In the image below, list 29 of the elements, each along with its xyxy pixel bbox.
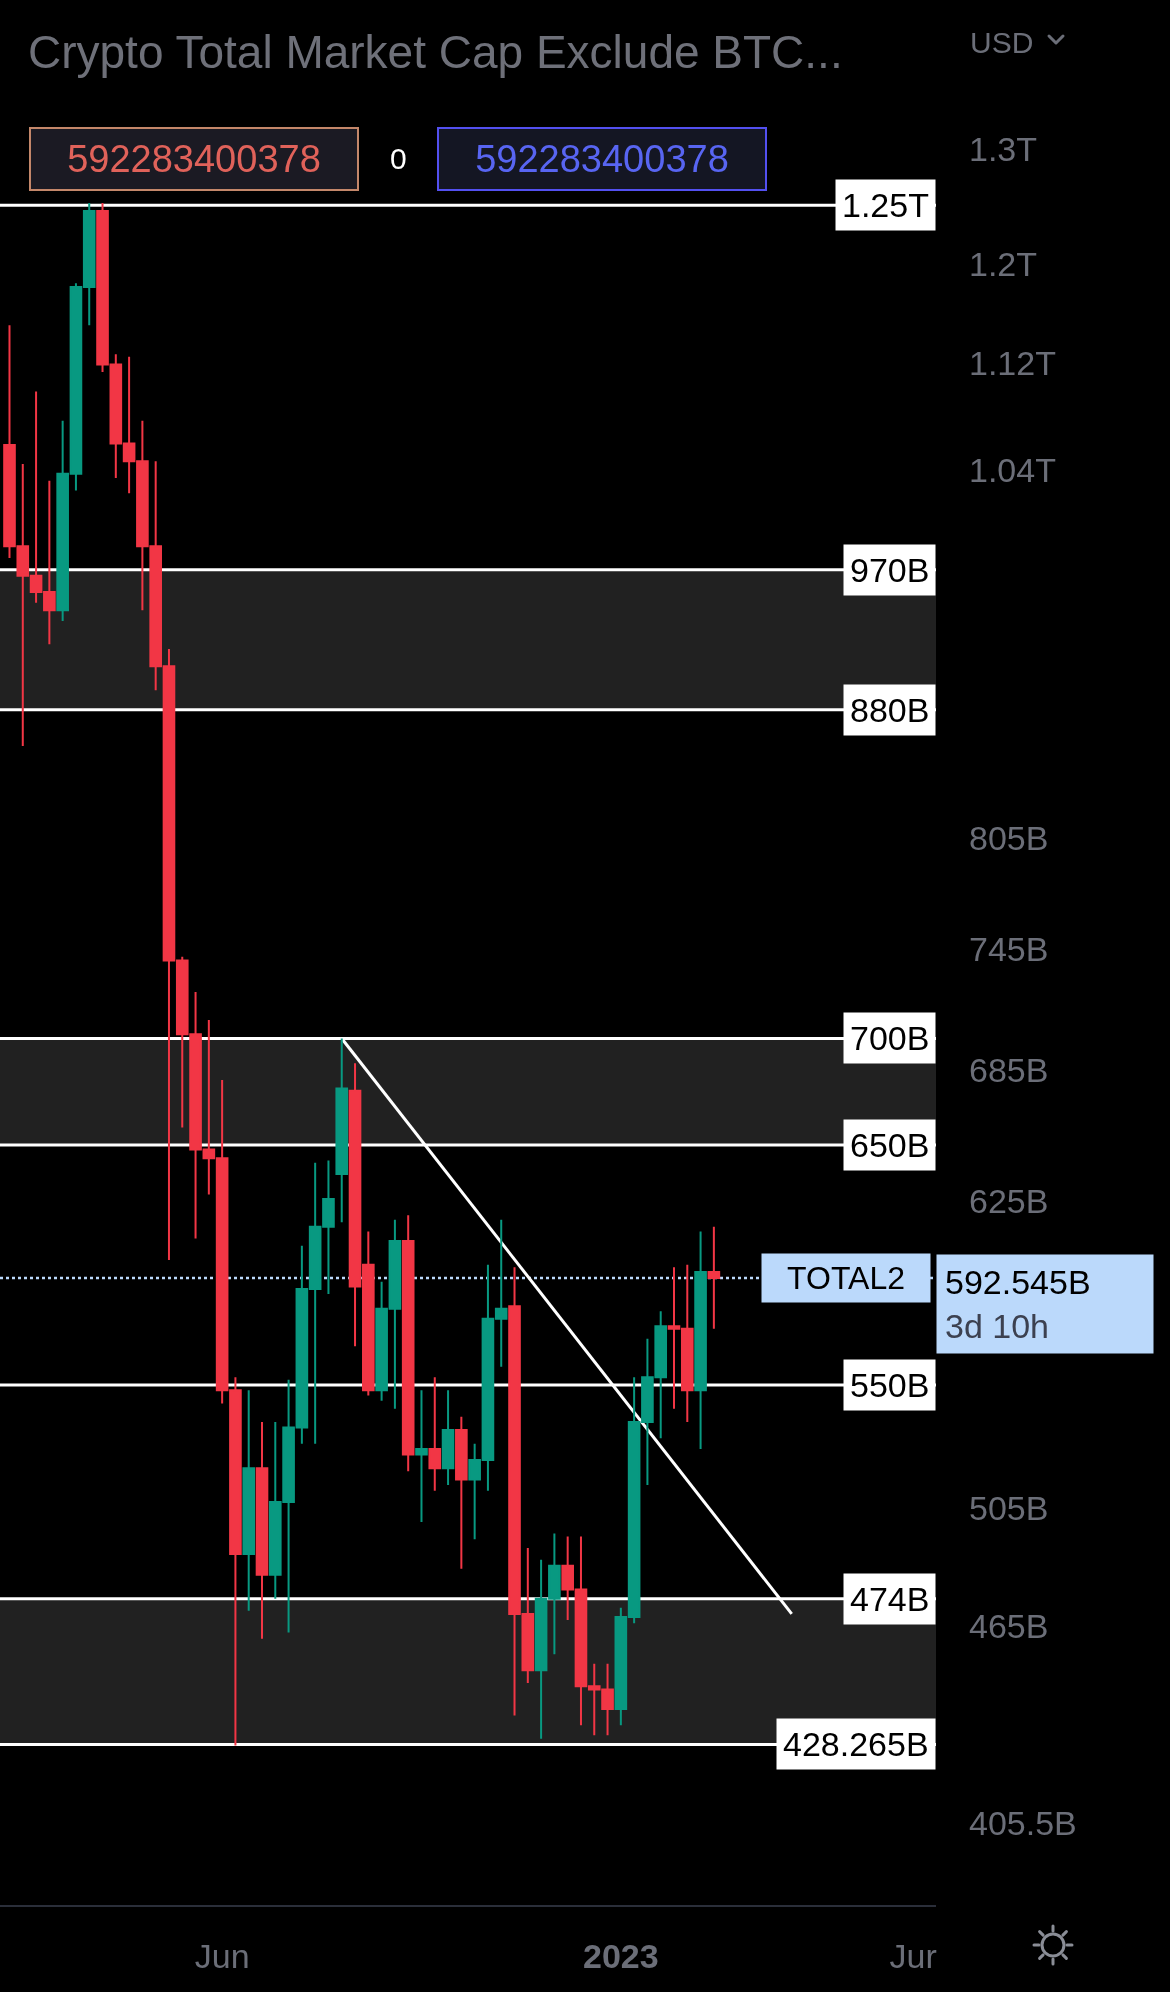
ref-line-label: 428.265B	[783, 1725, 929, 1763]
ref-line-label: 970B	[850, 551, 930, 589]
x-tick-label: Jun	[194, 1936, 250, 1975]
y-tick-label: 405.5B	[969, 1803, 1077, 1842]
annotation: 0	[390, 142, 407, 175]
y-axis-title: USD	[970, 26, 1034, 59]
y-tick-label: 1.3T	[969, 129, 1038, 168]
ref-line-label: 550B	[850, 1366, 930, 1404]
y-tick-label: 1.12T	[969, 344, 1056, 383]
annotation: 592283400378	[67, 138, 321, 180]
ref-line-label: 592.545B 3d 10h	[945, 1263, 1091, 1346]
y-tick-label: 465B	[969, 1607, 1049, 1646]
ref-line-label: 650B	[850, 1126, 930, 1164]
x-tick-label: Jur	[889, 1936, 937, 1975]
annotation: 592283400378	[475, 138, 729, 180]
y-tick-label: 805B	[969, 818, 1049, 857]
y-tick-label: 1.04T	[969, 450, 1056, 489]
y-tick-label: 745B	[969, 929, 1049, 968]
annotation: TOTAL2	[787, 1260, 905, 1296]
y-tick-label: 1.2T	[969, 244, 1038, 283]
ref-line-label: 700B	[850, 1019, 930, 1057]
y-tick-label: 505B	[969, 1488, 1049, 1527]
ref-line-label: 474B	[850, 1580, 930, 1618]
ref-line-label: 1.25T	[842, 186, 929, 224]
ref-line-label: 880B	[850, 691, 930, 729]
x-tick-label: 2023	[583, 1936, 659, 1975]
y-tick-label: 685B	[969, 1050, 1049, 1089]
text: Crypto Total Market Cap Exclude BTC...	[28, 26, 843, 79]
y-tick-label: 625B	[969, 1182, 1049, 1221]
